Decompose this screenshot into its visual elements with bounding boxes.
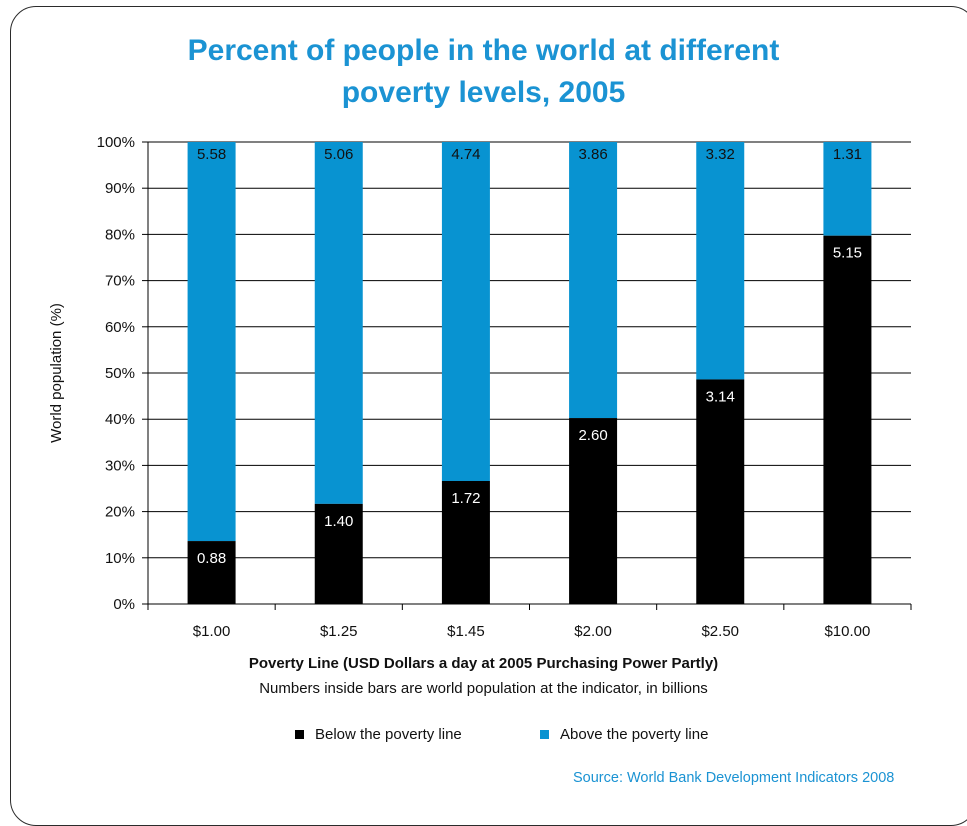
- y-tick-label: 80%: [105, 226, 135, 243]
- legend-swatch-below: [295, 730, 304, 739]
- data-label-below: 5.15: [833, 245, 862, 262]
- data-label-below: 1.72: [451, 490, 480, 507]
- x-tick-label: $2.00: [574, 623, 612, 640]
- bar-above: [696, 142, 745, 380]
- x-axis-note: Numbers inside bars are world population…: [259, 680, 708, 697]
- data-label-below: 1.40: [324, 513, 353, 530]
- y-tick-label: 50%: [105, 365, 135, 382]
- bar-above: [823, 142, 872, 236]
- bar-below: [823, 235, 872, 604]
- bar-below: [569, 418, 618, 604]
- legend-item-below: Below the poverty line: [295, 726, 462, 743]
- y-tick-label: 100%: [97, 134, 135, 151]
- y-tick-label: 40%: [105, 411, 135, 428]
- bar-below: [441, 480, 490, 604]
- y-tick-label: 10%: [105, 550, 135, 567]
- bar-above: [187, 142, 236, 542]
- x-tick-label: $1.00: [193, 623, 231, 640]
- x-tick-label: $1.25: [320, 623, 358, 640]
- data-label-below: 3.14: [706, 388, 735, 405]
- stacked-bar-chart: 0% 10% 20% 30% 40% 50% 60% 70% 80% 90% 100% World p…: [48, 134, 912, 640]
- chart-title-line1: Percent of people in the world at differ…: [187, 34, 780, 67]
- bar-below: [696, 379, 745, 604]
- legend-label-below: Below the poverty line: [315, 726, 462, 743]
- data-label-below: 2.60: [578, 427, 607, 444]
- bar-above: [441, 142, 490, 481]
- y-tick-label: 0%: [113, 596, 135, 613]
- legend-swatch-above: [540, 730, 549, 739]
- data-label-above: 3.86: [578, 146, 607, 163]
- x-tick-label: $2.50: [701, 623, 739, 640]
- bar-above: [569, 142, 618, 419]
- y-tick-label: 30%: [105, 457, 135, 474]
- data-label-above: 5.06: [324, 146, 353, 163]
- bar-below: [314, 503, 363, 604]
- source-note: Source: World Bank Development Indicator…: [573, 770, 895, 786]
- data-label-above: 1.31: [833, 146, 862, 163]
- bar-above: [314, 142, 363, 504]
- data-label-above: 5.58: [197, 146, 226, 163]
- legend-label-above: Above the poverty line: [560, 726, 709, 743]
- y-tick-label: 90%: [105, 180, 135, 197]
- x-axis-label: Poverty Line (USD Dollars a day at 2005 …: [248, 655, 719, 672]
- y-tick-label: 60%: [105, 319, 135, 336]
- y-tick-label: 70%: [105, 273, 135, 290]
- legend-item-above: Above the poverty line: [540, 726, 708, 743]
- x-tick-label: $10.00: [824, 623, 870, 640]
- x-tick-label: $1.45: [447, 623, 485, 640]
- data-label-above: 4.74: [451, 146, 480, 163]
- data-label-above: 3.32: [706, 146, 735, 163]
- y-tick-label: 20%: [105, 504, 135, 521]
- y-axis-label: World population (%): [48, 303, 65, 443]
- data-label-below: 0.88: [197, 550, 226, 567]
- bar-below: [187, 541, 236, 604]
- chart-title-line2: poverty levels, 2005: [341, 76, 626, 109]
